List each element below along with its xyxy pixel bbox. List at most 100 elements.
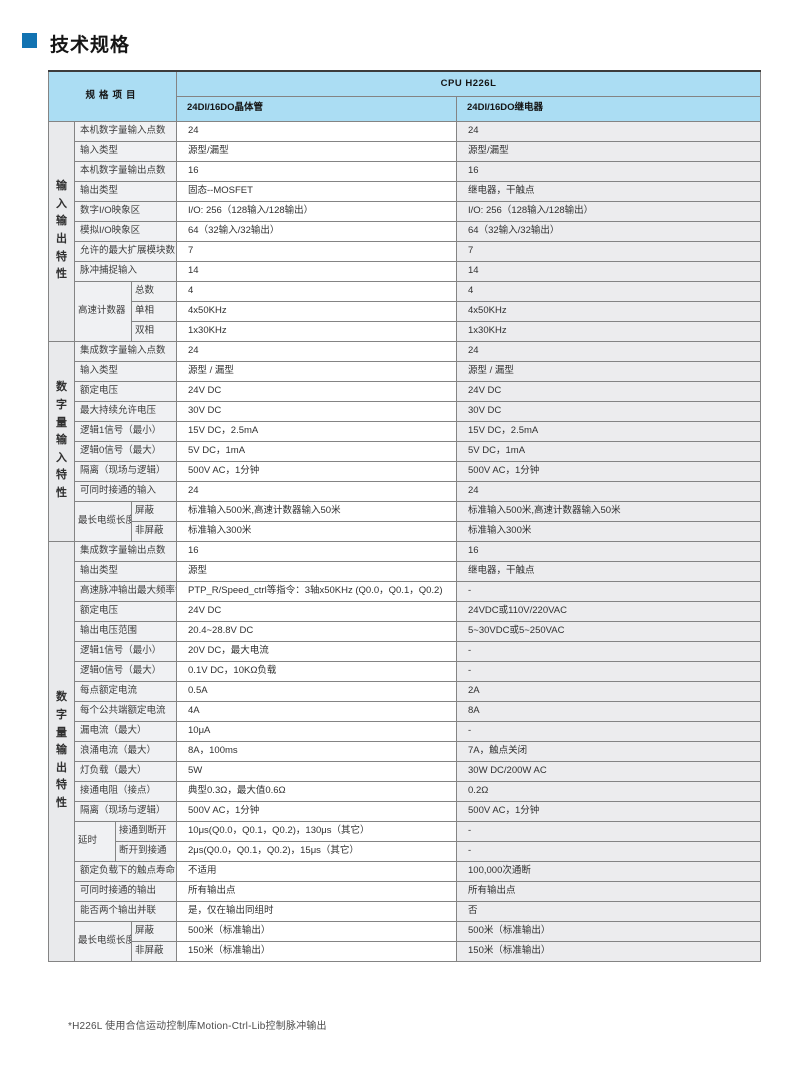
title-accent-square-icon	[22, 33, 37, 48]
table-row: 脉冲捕捉输入 14 14	[49, 260, 762, 282]
value-transistor-cell: 8A，100ms	[176, 740, 458, 762]
spec-name-cell: 灯负载（最大）	[73, 760, 178, 782]
spec-name-cell: 逻辑0信号（最大）	[73, 440, 178, 462]
value-relay-cell: 源型/漏型	[456, 140, 762, 162]
value-relay-cell: 64（32输入/32输出）	[456, 220, 762, 242]
spec-sub-cell: 断开到接通	[114, 840, 178, 862]
value-relay-cell: 30V DC	[456, 400, 762, 422]
value-transistor-cell: 7	[176, 240, 458, 262]
value-relay-cell: -	[456, 580, 762, 602]
value-transistor-cell: 16	[176, 160, 458, 182]
value-transistor-cell: 24V DC	[176, 380, 458, 402]
spec-name-cell: 模拟I/O映象区	[73, 220, 178, 242]
value-transistor-cell: 14	[176, 260, 458, 282]
spec-sub-cell: 总数	[130, 280, 178, 302]
table-row: 允许的最大扩展模块数 7 7	[49, 240, 762, 262]
table-row: 输出类型 源型 继电器，干触点	[49, 560, 762, 582]
table-row: 输出类型 固态--MOSFET 继电器，干触点	[49, 180, 762, 202]
value-relay-cell: 标准输入500米,高速计数器输入50米	[456, 500, 762, 522]
value-transistor-cell: 源型/漏型	[176, 140, 458, 162]
value-relay-cell: 16	[456, 540, 762, 562]
value-relay-cell: 24	[456, 480, 762, 502]
value-relay-cell: 150米（标准输出）	[456, 940, 762, 962]
spec-group-cell: 最长电缆长度	[74, 920, 132, 962]
spec-name-cell: 浪涌电流（最大）	[73, 740, 178, 762]
table-row: 模拟I/O映象区 64（32输入/32输出） 64（32输入/32输出）	[49, 220, 762, 242]
value-transistor-cell: 500米（标准输出）	[176, 920, 458, 942]
spec-name-cell: 额定负载下的触点寿命	[73, 860, 178, 882]
value-transistor-cell: 0.5A	[176, 680, 458, 702]
table-row: 浪涌电流（最大） 8A，100ms 7A，触点关闭	[49, 740, 762, 762]
table-row: 延时 接通到断开 10μs(Q0.0，Q0.1，Q0.2)，130μs（其它） …	[49, 820, 762, 862]
spec-name-cell: 逻辑1信号（最小）	[73, 420, 178, 442]
value-transistor-cell: 24	[176, 340, 458, 362]
header-col-relay: 24DI/16DO继电器	[456, 95, 762, 122]
spec-name-cell: 输入类型	[73, 140, 178, 162]
header-col-transistor: 24DI/16DO晶体管	[176, 95, 458, 122]
value-transistor-cell: 500V AC，1分钟	[176, 800, 458, 822]
spec-sub-cell: 屏蔽	[130, 500, 178, 522]
table-row: 额定电压 24V DC 24VDC或110V/220VAC	[49, 600, 762, 622]
value-relay-cell: 500米（标准输出）	[456, 920, 762, 942]
value-relay-cell: 继电器，干触点	[456, 560, 762, 582]
page-header: 技术规格	[22, 30, 130, 57]
value-relay-cell: 7	[456, 240, 762, 262]
table-row: 额定负载下的触点寿命 不适用 100,000次通断	[49, 860, 762, 882]
spec-name-cell: 高速脉冲输出最大频率*	[73, 580, 178, 602]
value-transistor-cell: 不适用	[176, 860, 458, 882]
value-transistor-cell: 500V AC，1分钟	[176, 460, 458, 482]
spec-name-cell: 可同时接通的输出	[73, 880, 178, 902]
value-transistor-cell: 20V DC，最大电流	[176, 640, 458, 662]
spec-name-cell: 本机数字量输出点数	[73, 160, 178, 182]
value-relay-cell: 16	[456, 160, 762, 182]
value-relay-cell: 标准输入300米	[456, 520, 762, 542]
value-transistor-cell: 标准输入500米,高速计数器输入50米	[176, 500, 458, 522]
table-row: 每点额定电流 0.5A 2A	[49, 680, 762, 702]
spec-sub-cell: 接通到断开	[114, 820, 178, 842]
table-row: 逻辑1信号（最小） 15V DC，2.5mA 15V DC，2.5mA	[49, 420, 762, 442]
table-row: 最长电缆长度 屏蔽 500米（标准输出） 500米（标准输出）	[49, 920, 762, 962]
value-relay-cell: 5V DC，1mA	[456, 440, 762, 462]
table-row: 数字量输出特性 集成数字量输出点数 16 16	[48, 540, 762, 962]
value-transistor-cell: 16	[176, 540, 458, 562]
value-relay-cell: -	[456, 660, 762, 682]
spec-name-cell: 隔离（现场与逻辑）	[73, 460, 178, 482]
spec-sub-cell: 非屏蔽	[130, 940, 178, 962]
value-relay-cell: 继电器，干触点	[456, 180, 762, 202]
table-row: 漏电流（最大） 10μA -	[49, 720, 762, 742]
section-label-io: 输入输出特性	[48, 120, 75, 342]
value-transistor-cell: 所有输出点	[176, 880, 458, 902]
value-transistor-cell: 1x30KHz	[176, 320, 458, 342]
table-row: 非屏蔽 150米（标准输出） 150米（标准输出）	[49, 940, 762, 962]
value-transistor-cell: 标准输入300米	[176, 520, 458, 542]
value-relay-cell: 4x50KHz	[456, 300, 762, 322]
section-label-digital-output: 数字量输出特性	[48, 540, 75, 962]
table-row: 可同时接通的输入 24 24	[49, 480, 762, 502]
table-row: 接通电阻（接点） 典型0.3Ω，最大值0.6Ω 0.2Ω	[49, 780, 762, 802]
value-transistor-cell: 典型0.3Ω，最大值0.6Ω	[176, 780, 458, 802]
spec-name-cell: 隔离（现场与逻辑）	[73, 800, 178, 822]
value-relay-cell: 30W DC/200W AC	[456, 760, 762, 782]
value-transistor-cell: 源型	[176, 560, 458, 582]
table-row: 可同时接通的输出 所有输出点 所有输出点	[49, 880, 762, 902]
page-title: 技术规格	[50, 35, 131, 56]
table-row: 灯负载（最大） 5W 30W DC/200W AC	[49, 760, 762, 782]
table-row: 每个公共端额定电流 4A 8A	[49, 700, 762, 722]
spec-name-cell: 接通电阻（接点）	[73, 780, 178, 802]
value-relay-cell: 15V DC，2.5mA	[456, 420, 762, 442]
table-row: 输出电压范围 20.4~28.8V DC 5~30VDC或5~250VAC	[49, 620, 762, 642]
value-transistor-cell: 64（32输入/32输出）	[176, 220, 458, 242]
value-relay-cell: 7A，触点关闭	[456, 740, 762, 762]
value-relay-cell: 4	[456, 280, 762, 302]
spec-group-cell: 最长电缆长度	[74, 500, 132, 542]
table-row: 额定电压 24V DC 24V DC	[49, 380, 762, 402]
table-row: 逻辑1信号（最小） 20V DC，最大电流 -	[49, 640, 762, 662]
value-transistor-cell: I/O: 256（128输入/128输出）	[176, 200, 458, 222]
value-transistor-cell: 10μA	[176, 720, 458, 742]
value-relay-cell: 5~30VDC或5~250VAC	[456, 620, 762, 642]
spec-sub-cell: 单相	[130, 300, 178, 322]
spec-name-cell: 能否两个输出并联	[73, 900, 178, 922]
table-row: 高速脉冲输出最大频率* PTP_R/Speed_ctrl等指令：3轴x50KHz …	[49, 580, 762, 602]
spec-group-cell: 高速计数器	[74, 280, 132, 342]
spec-name-cell: 本机数字量输入点数	[73, 120, 178, 142]
